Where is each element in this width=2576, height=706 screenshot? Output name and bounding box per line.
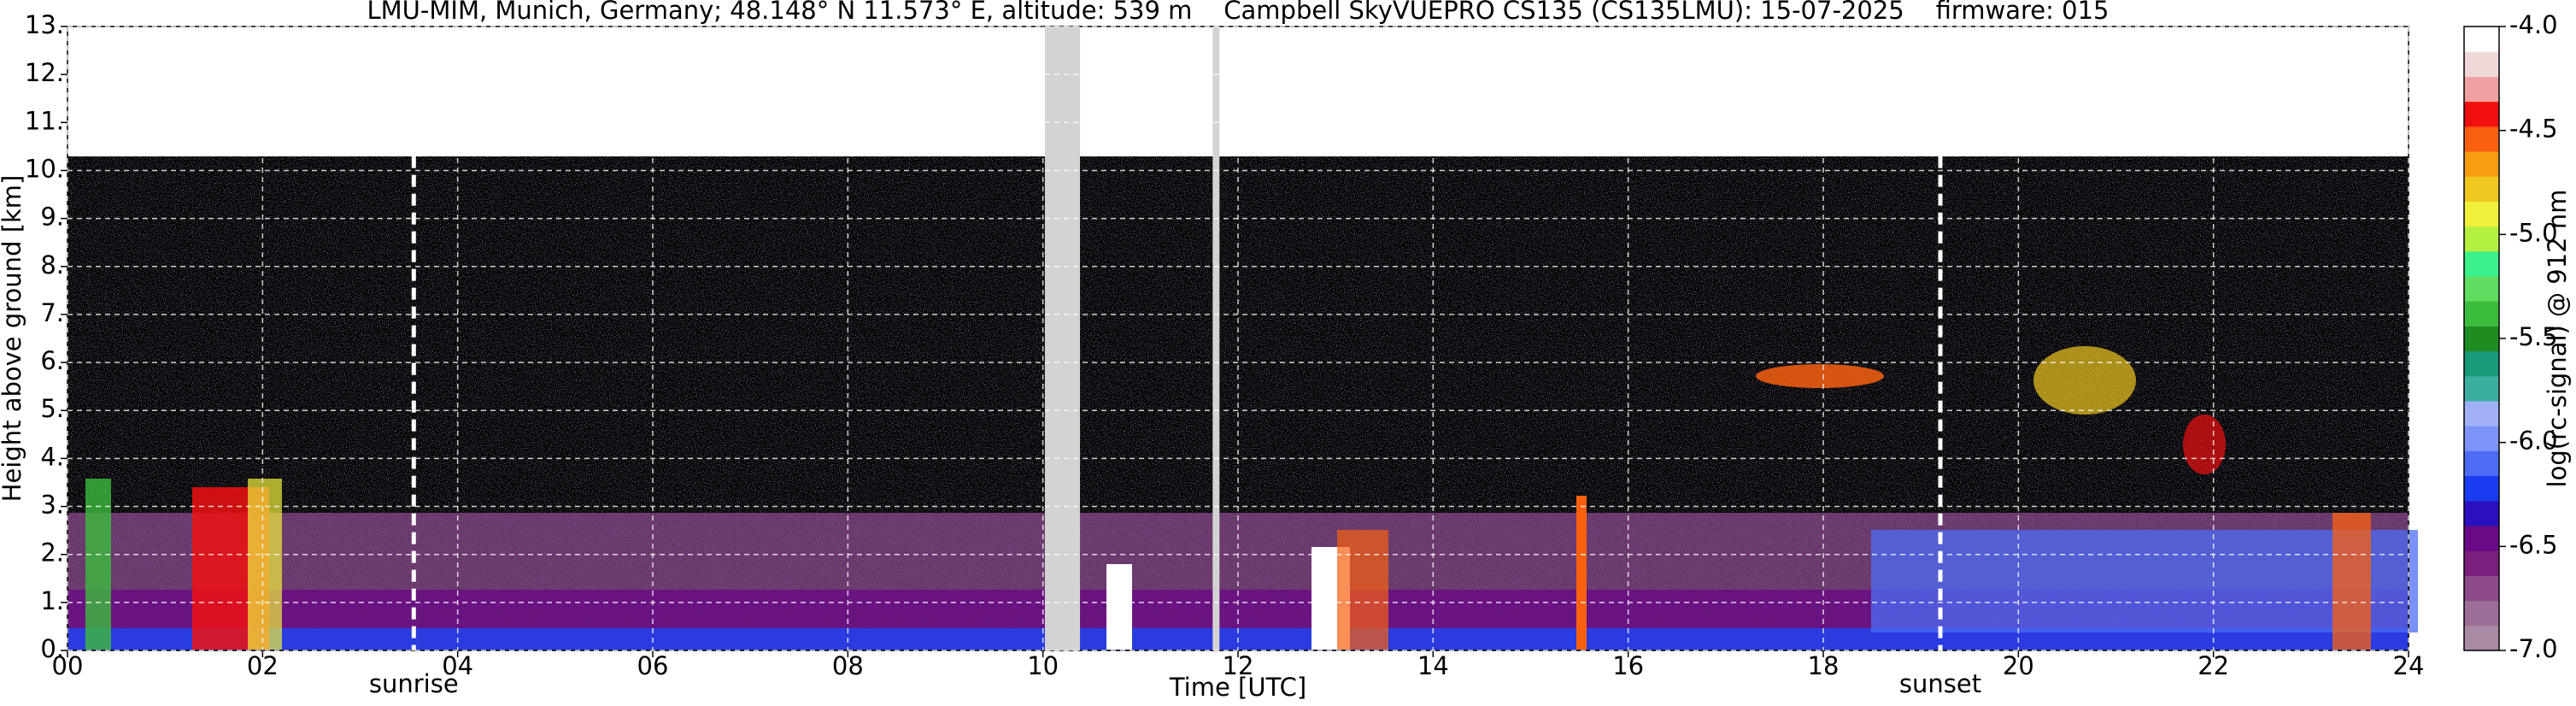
chart-title: LMU-MIM, Munich, Germany; 48.148° N 11.5… xyxy=(367,0,2110,25)
data-gap xyxy=(1212,26,1220,650)
y-tick-label: 5. xyxy=(40,394,64,423)
colorbar-band xyxy=(2464,276,2499,302)
colorbar-band xyxy=(2464,26,2499,52)
colorbar-band xyxy=(2464,151,2499,177)
y-tick-label: 7. xyxy=(40,298,64,327)
y-tick-label: 11. xyxy=(25,106,64,135)
x-tick-label: 10 xyxy=(1027,651,1059,680)
cloud xyxy=(1337,530,1388,650)
colorbar-band xyxy=(2464,301,2499,327)
cloud xyxy=(85,479,111,650)
x-tick-label: 04 xyxy=(442,651,473,680)
colorbar-tick-label: -4.5 xyxy=(2509,115,2558,144)
x-tick-label: 02 xyxy=(247,651,279,680)
y-tick-label: 1. xyxy=(40,586,64,615)
colorbar-band xyxy=(2464,625,2499,651)
colorbar-band xyxy=(2464,500,2499,527)
annotation-label: sunset xyxy=(1899,669,1981,698)
y-tick-label: 10. xyxy=(25,154,64,183)
cloud xyxy=(2332,513,2371,650)
colorbar-band xyxy=(2464,126,2499,152)
colorbar-band xyxy=(2464,475,2499,502)
colorbar-band xyxy=(2464,575,2499,602)
x-axis-label: Time [UTC] xyxy=(1169,673,1306,702)
x-tick-label: 24 xyxy=(2393,651,2425,680)
colorbar-tick-label: -4.0 xyxy=(2509,10,2558,39)
cloud xyxy=(248,479,282,650)
colorbar-band xyxy=(2464,350,2499,377)
colorbar-band xyxy=(2464,51,2499,77)
colorbar-band xyxy=(2464,375,2499,402)
cloud xyxy=(2183,415,2226,474)
x-tick-label: 20 xyxy=(2003,651,2034,680)
cloud xyxy=(2033,346,2136,415)
cloud xyxy=(1576,496,1587,650)
colorbar-band xyxy=(2464,176,2499,202)
y-tick-label: 8. xyxy=(40,250,64,279)
y-tick-label: 12. xyxy=(25,58,64,87)
colorbar-band xyxy=(2464,226,2499,252)
colorbar-band xyxy=(2464,526,2499,551)
colorbar-band xyxy=(2464,426,2499,451)
x-tick-label: 14 xyxy=(1417,651,1449,680)
y-tick-label: 3. xyxy=(40,491,64,520)
colorbar-band xyxy=(2464,201,2499,227)
cloud xyxy=(1106,564,1132,650)
colorbar-band xyxy=(2464,326,2499,352)
annotation-label: sunrise xyxy=(369,669,459,698)
colorbar-band xyxy=(2464,76,2499,103)
colorbar-tick-label: -5.5 xyxy=(2509,322,2558,351)
colorbar-band xyxy=(2464,550,2499,576)
y-tick-label: 4. xyxy=(40,442,64,471)
x-tick-label: 06 xyxy=(637,651,669,680)
cloud xyxy=(1756,364,1884,388)
y-tick-label: 9. xyxy=(40,203,64,232)
colorbar-band xyxy=(2464,250,2499,277)
colorbar-label: log(rc-signal) @ 912 nm xyxy=(2543,190,2572,488)
y-tick-label: 0. xyxy=(40,634,64,663)
colorbar-band xyxy=(2464,600,2499,627)
x-tick-label: 22 xyxy=(2198,651,2229,680)
x-tick-label: 08 xyxy=(832,651,864,680)
aerosol-layer xyxy=(1871,530,2418,632)
colorbar-tick-label: -7.0 xyxy=(2509,634,2558,663)
y-tick-label: 2. xyxy=(40,538,64,568)
data-gap xyxy=(1044,26,1081,650)
colorbar-band xyxy=(2464,101,2499,127)
colorbar-tick-label: -6.5 xyxy=(2509,530,2558,559)
colorbar-tick-label: -5.0 xyxy=(2509,218,2558,247)
colorbar-band xyxy=(2464,401,2499,427)
colorbar-band xyxy=(2464,450,2499,477)
y-tick-label: 13. xyxy=(25,10,64,39)
x-tick-label: 12 xyxy=(1223,651,1254,680)
y-axis-label: Height above ground [km] xyxy=(0,175,26,503)
x-tick-label: 16 xyxy=(1612,651,1644,680)
x-tick-label: 18 xyxy=(1808,651,1840,680)
colorbar-tick-label: -6.0 xyxy=(2509,427,2558,456)
heatmap-background xyxy=(67,156,2418,650)
x-tick-label: 00 xyxy=(52,651,84,680)
y-tick-label: 6. xyxy=(40,346,64,375)
